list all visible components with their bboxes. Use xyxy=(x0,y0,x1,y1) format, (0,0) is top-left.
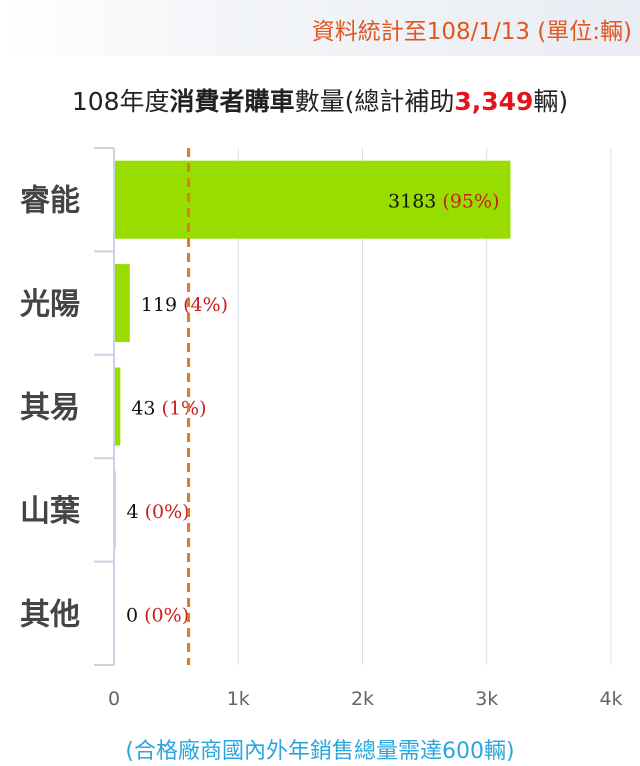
data-label: 0 (0%) xyxy=(126,604,189,626)
qualification-note: (合格廠商國內外年銷售總量需達600輛) xyxy=(125,739,515,764)
header-banner: 資料統計至108/1/13 (單位:輛) xyxy=(0,0,640,56)
value-label: 3183 xyxy=(388,191,442,213)
x-tick-label: 1k xyxy=(227,688,250,710)
data-label: 43 (1%) xyxy=(131,398,206,420)
x-tick-label: 4k xyxy=(599,688,622,710)
category-label: 其易 xyxy=(20,391,80,426)
bar xyxy=(115,160,511,239)
category-label: 其他 xyxy=(20,597,80,632)
data-label: 4 (0%) xyxy=(126,501,189,523)
data-date-note: 資料統計至108/1/13 (單位:輛) xyxy=(311,19,632,45)
bar xyxy=(115,264,130,343)
percent-label: (1%) xyxy=(162,398,207,420)
data-label: 3183 (95%) xyxy=(388,191,499,213)
category-label: 山葉 xyxy=(20,494,81,529)
value-label: 119 xyxy=(141,294,183,316)
category-label: 睿能 xyxy=(20,184,80,219)
percent-label: (4%) xyxy=(183,294,228,316)
bar-chart: 0 1k 2k 3k 4k 睿能 3183 (95%) 光陽 119 (4%) 其易 43 (1%)… xyxy=(20,147,623,710)
title-prefix: 108年度 xyxy=(71,87,170,116)
x-tick-label: 3k xyxy=(475,688,498,710)
percent-label: (0%) xyxy=(145,501,190,523)
x-tick-label: 0 xyxy=(108,688,120,710)
title-suffix: 輛) xyxy=(533,87,569,116)
x-tick-label: 2k xyxy=(351,688,374,710)
title-emphasis: 消費者購車 xyxy=(169,87,295,116)
bar xyxy=(115,367,121,446)
value-label: 43 xyxy=(131,398,161,420)
percent-label: (0%) xyxy=(144,604,189,626)
value-label: 4 xyxy=(126,501,144,523)
title-total: 3,349 xyxy=(454,87,534,116)
category-label: 光陽 xyxy=(20,287,80,322)
value-label: 0 xyxy=(126,604,144,626)
chart-title: 108年度消費者購車數量(總計補助3,349輛) xyxy=(0,82,640,118)
data-label: 119 (4%) xyxy=(141,294,228,316)
percent-label: (95%) xyxy=(442,191,499,213)
title-middle: 數量(總計補助 xyxy=(294,87,455,116)
